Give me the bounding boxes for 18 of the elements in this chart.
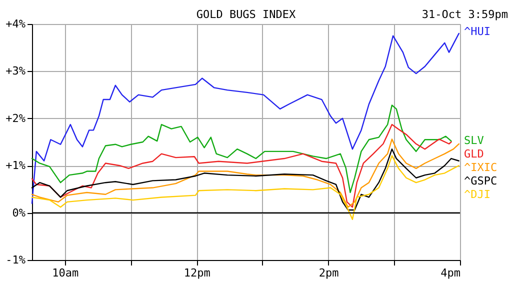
- y-tick-label: +3%: [6, 64, 26, 78]
- y-tick-label: +4%: [6, 18, 26, 30]
- y-tick-label: -1%: [6, 254, 26, 266]
- text: ^DJI: [464, 188, 490, 201]
- y-tick-label: 0%: [12, 206, 26, 220]
- y-tick-label: +2%: [6, 112, 26, 125]
- x-tick-label: 10am: [52, 266, 80, 280]
- series-label: SLV: [464, 134, 484, 147]
- series-label: ^IXIC: [464, 161, 498, 174]
- text: 31-Oct 3:59pm: [422, 8, 508, 21]
- series-label: ^GSPC: [464, 174, 498, 188]
- series-label: ^HUI: [464, 25, 490, 38]
- x-tick-label: 4pm: [440, 266, 461, 280]
- series-label: GLD: [464, 148, 484, 160]
- x-tick-label: 2pm: [318, 266, 340, 280]
- x-tick-label: 12pm: [184, 266, 211, 280]
- y-tick-label: +1%: [6, 159, 26, 172]
- chart-title: GOLD BUGS INDEX: [196, 8, 296, 21]
